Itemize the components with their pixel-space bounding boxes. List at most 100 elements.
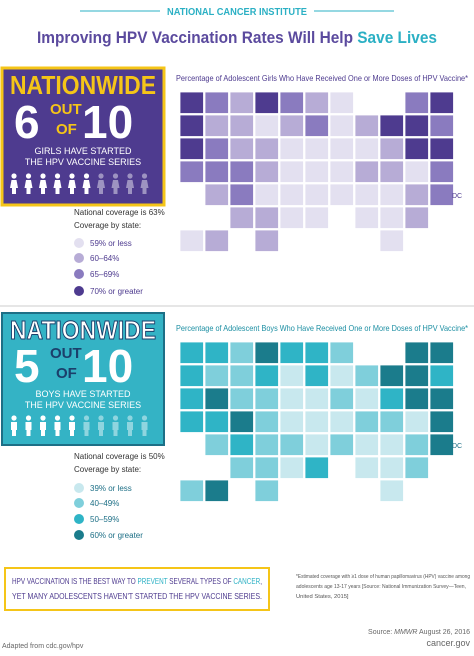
figure-head — [112, 415, 119, 421]
state — [304, 387, 329, 410]
state — [179, 114, 204, 137]
legend-label: 60% or greater — [90, 531, 143, 540]
state — [254, 433, 279, 456]
state — [404, 433, 429, 456]
state — [254, 91, 279, 114]
figures — [10, 173, 149, 194]
figure-head — [54, 415, 61, 421]
figure-body — [82, 180, 91, 188]
total: 10 — [82, 96, 133, 148]
state — [279, 387, 304, 410]
state — [404, 137, 429, 160]
state — [204, 114, 229, 137]
of: OF — [56, 121, 77, 138]
state — [229, 160, 254, 183]
state — [404, 456, 429, 479]
state — [404, 341, 429, 364]
state — [254, 114, 279, 137]
state — [354, 387, 379, 410]
caption: THE HPV VACCINE SERIES — [25, 400, 141, 410]
state — [204, 410, 229, 433]
big-number: 6 — [14, 96, 40, 148]
adapted: Adapted from cdc.gov/hpv — [2, 643, 84, 650]
state — [279, 456, 304, 479]
coverage-by-state: Coverage by state: — [74, 465, 141, 474]
state — [354, 137, 379, 160]
figure-head — [98, 173, 104, 179]
state — [204, 341, 229, 364]
figure-head — [40, 173, 46, 179]
figure-head — [141, 173, 148, 179]
state — [254, 410, 279, 433]
figure-body — [127, 422, 133, 430]
figure-head — [127, 415, 133, 421]
state — [204, 91, 229, 114]
map-title: Percentage of Adolescent Boys Who Have R… — [176, 323, 469, 333]
figure-body — [11, 422, 17, 430]
message-highlight: CANCER — [233, 576, 260, 586]
dc-label: DC — [452, 193, 462, 200]
state — [379, 433, 404, 456]
state — [254, 364, 279, 387]
state — [204, 387, 229, 410]
state — [279, 160, 304, 183]
figure-legs — [55, 430, 60, 436]
caption: THE HPV VACCINE SERIES — [25, 157, 141, 167]
legend-label: 59% or less — [90, 239, 132, 248]
legend-label: 60–64% — [90, 254, 119, 263]
state — [404, 410, 429, 433]
state — [304, 341, 329, 364]
girls-box — [0, 66, 166, 207]
figure-body — [141, 422, 148, 430]
figure-legs — [142, 188, 147, 194]
boys-map — [179, 341, 454, 502]
state — [404, 183, 429, 206]
figure-legs — [70, 430, 74, 436]
state — [204, 433, 229, 456]
footnote: United States, 2015] — [296, 594, 349, 600]
figure-body — [111, 180, 120, 188]
state — [229, 364, 254, 387]
state — [354, 456, 379, 479]
state — [379, 137, 404, 160]
state — [429, 387, 454, 410]
girls-map — [179, 91, 454, 252]
nationwide: NATIONWIDE — [10, 315, 156, 345]
state — [354, 433, 379, 456]
state — [304, 410, 329, 433]
message-part: HPV VACCINATION IS THE BEST WAY TO — [12, 576, 138, 586]
figure-body — [83, 422, 90, 430]
dc-label: DC — [452, 443, 462, 450]
caption: GIRLS HAVE STARTED — [34, 146, 132, 156]
figure-body — [54, 422, 61, 430]
state — [429, 114, 454, 137]
figure-legs — [113, 188, 118, 194]
figure-head — [25, 415, 32, 421]
state — [429, 137, 454, 160]
figure-legs — [55, 188, 60, 194]
state — [229, 114, 254, 137]
figure-head — [40, 415, 46, 421]
message: YET MANY ADOLESCENTS HAVEN'T STARTED THE… — [12, 591, 262, 601]
footnote: adolescents age 13-17 years [Source: Nat… — [296, 584, 466, 590]
state — [304, 137, 329, 160]
state — [229, 206, 254, 229]
legend-swatch — [74, 530, 84, 540]
state — [254, 479, 279, 502]
figure-body — [10, 180, 18, 188]
state — [204, 364, 229, 387]
state — [354, 364, 379, 387]
state — [329, 364, 354, 387]
state — [179, 479, 204, 502]
message-box — [4, 567, 270, 611]
state — [329, 387, 354, 410]
state — [279, 137, 304, 160]
state — [179, 229, 204, 252]
figure-body — [69, 422, 75, 430]
state — [279, 364, 304, 387]
legend-swatch — [74, 253, 84, 263]
legend-label: 50–59% — [90, 515, 119, 524]
total: 10 — [82, 340, 133, 392]
legend-swatch — [74, 238, 84, 248]
figure-body — [25, 422, 32, 430]
